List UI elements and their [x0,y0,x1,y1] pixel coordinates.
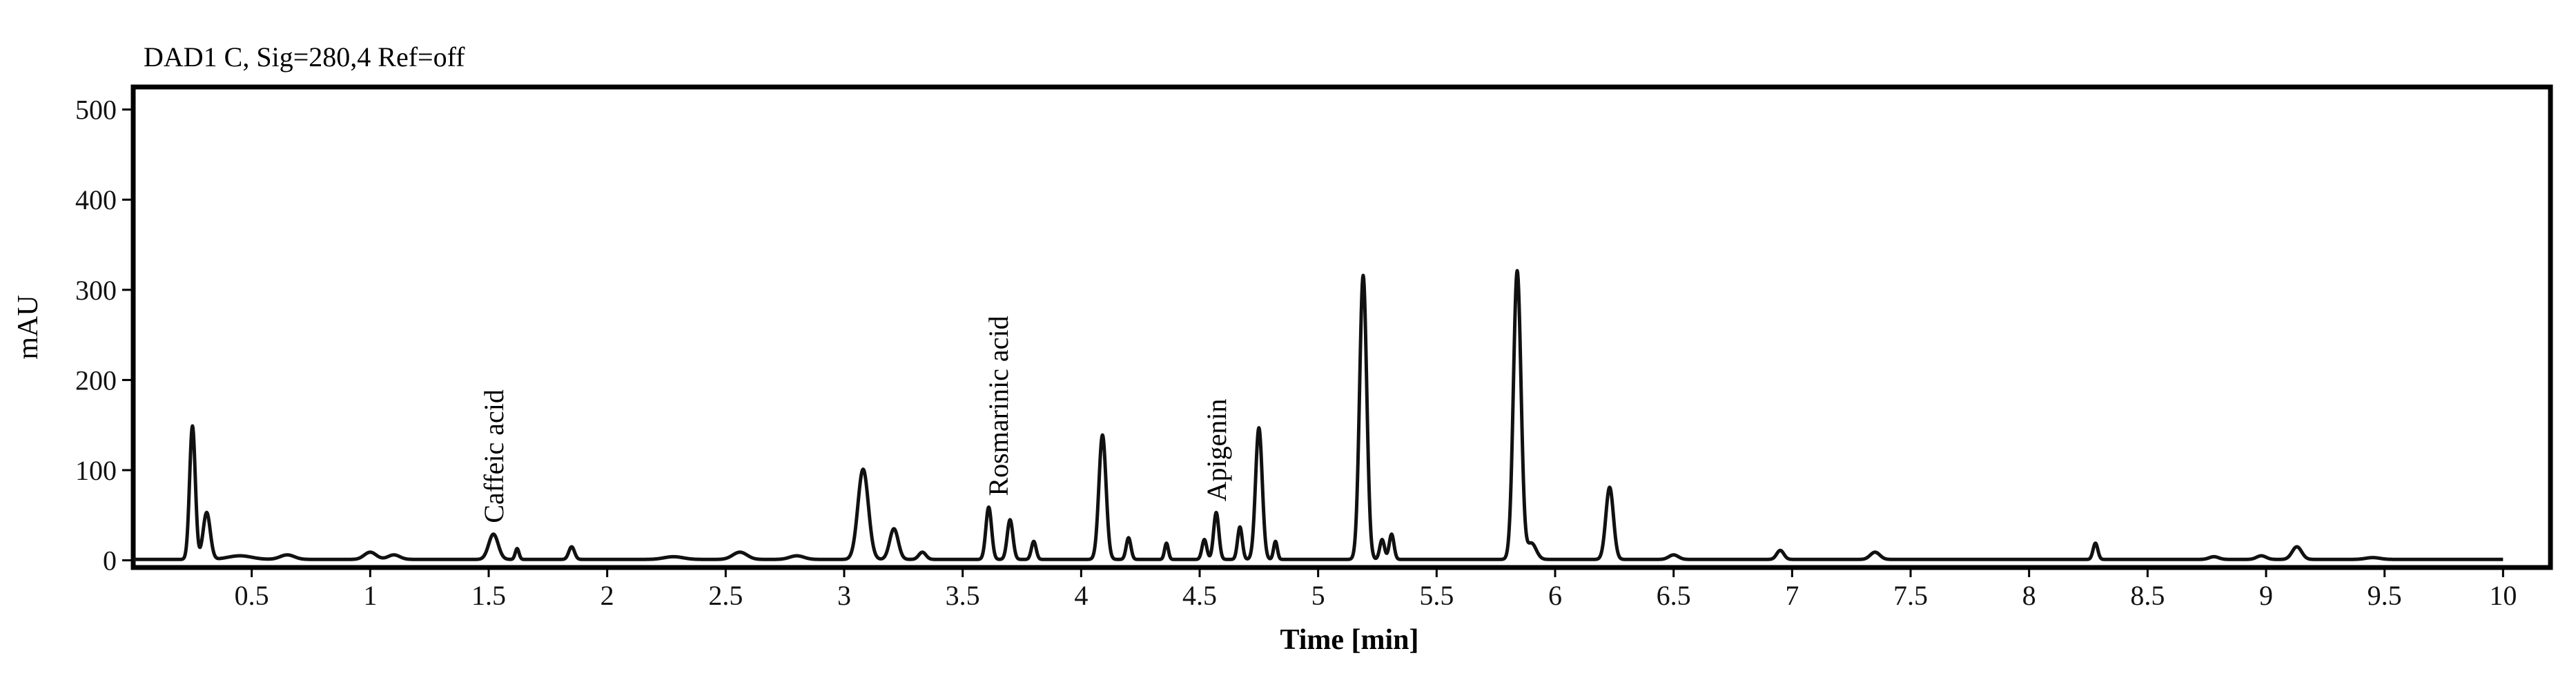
x-tick-label: 2 [601,580,614,611]
y-tick-label: 100 [75,455,117,486]
y-tick-label: 300 [75,275,117,306]
x-tick-label: 6.5 [1657,580,1691,611]
y-tick-label: 500 [75,95,117,126]
x-tick-label: 3 [837,580,851,611]
x-tick-label: 10 [2489,580,2517,611]
x-tick-label: 8 [2022,580,2036,611]
x-tick-label: 5.5 [1419,580,1454,611]
x-tick-label: 7 [1785,580,1799,611]
plot-frame [130,84,2553,570]
y-tick-label: 400 [75,184,117,215]
x-tick-label: 9.5 [2368,580,2402,611]
x-tick-label: 8.5 [2130,580,2165,611]
chromatogram-trace [132,269,2505,561]
x-tick-label: 0.5 [235,580,269,611]
x-axis: 0.5 1 1.5 2 2.5 3 3.5 4 4.5 5 5.5 6 6.5 7 7.5 8 8.5 9 9.5 1… [235,568,2517,611]
x-tick-label: 1.5 [471,580,506,611]
y-axis: 0 100 200 300 400 500 [75,95,133,576]
peak-label: Apigenin [1201,398,1232,501]
y-axis-title: mAU [12,295,44,359]
chart-title: DAD1 C, Sig=280,4 Ref=off [144,41,465,72]
x-tick-label: 5 [1311,580,1325,611]
x-tick-label: 3.5 [946,580,980,611]
x-tick-label: 2.5 [708,580,743,611]
x-tick-label: 4.5 [1182,580,1217,611]
x-tick-label: 4 [1074,580,1088,611]
peak-label: Caffeic acid [478,389,509,523]
x-tick-label: 9 [2259,580,2273,611]
x-tick-label: 1 [363,580,377,611]
x-tick-label: 6 [1548,580,1562,611]
peak-annotations: Caffeic acid Rosmarinic acid Apigenin [478,316,1232,523]
x-axis-title: Time [min] [1280,624,1418,656]
y-tick-label: 0 [103,545,117,576]
y-tick-label: 200 [75,365,117,396]
peak-label: Rosmarinic acid [983,316,1014,496]
x-tick-label: 7.5 [1893,580,1928,611]
